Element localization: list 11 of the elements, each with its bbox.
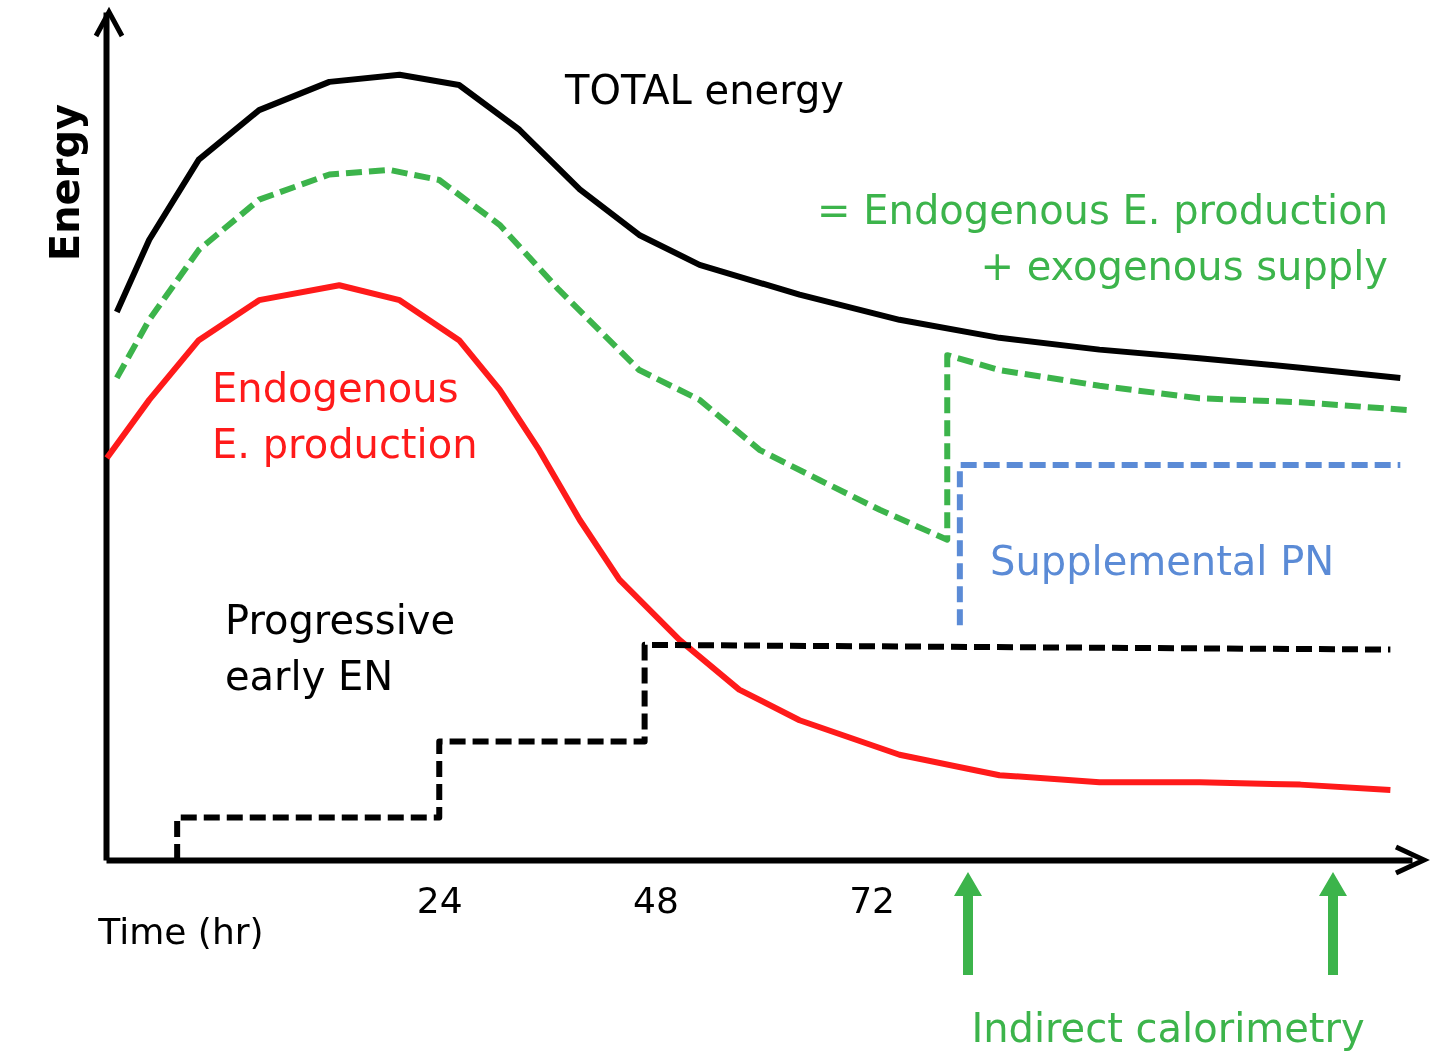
x-axis-title: Time (hr): [97, 910, 264, 952]
series-label: Supplemental PN: [990, 538, 1335, 584]
x-tick-label: 24: [416, 879, 463, 921]
series-label: TOTAL energy: [564, 67, 844, 113]
y-axis-title: Energy: [41, 103, 88, 262]
x-tick-label: 72: [849, 879, 895, 921]
series-label: Progressive early EN: [225, 597, 456, 699]
text: = Endogenous E. production + exogenous supply: [817, 187, 1388, 289]
text: Indirect calorimetry: [971, 1005, 1365, 1051]
x-tick-label: 48: [633, 879, 679, 921]
series-label: Endogenous E. production: [212, 365, 478, 467]
